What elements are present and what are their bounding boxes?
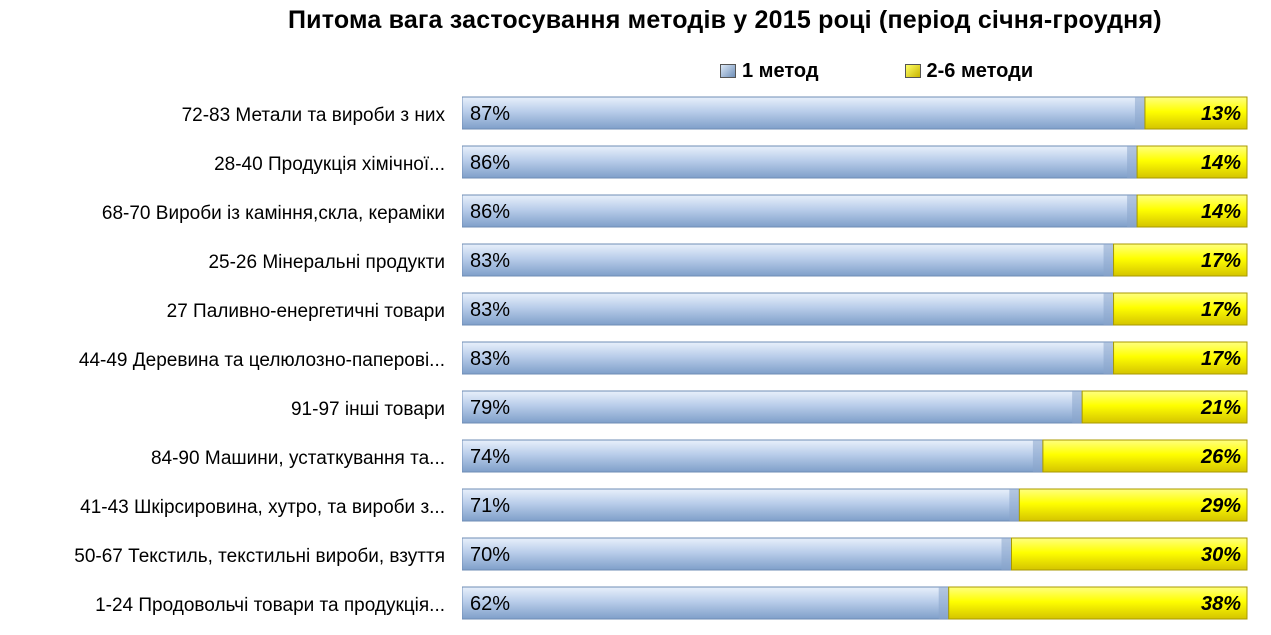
data-label-2-6-methods: 17% <box>1201 348 1241 370</box>
bar-1-method <box>462 96 1146 130</box>
bar-2-6-methods <box>948 586 1248 620</box>
bar-2-6-methods <box>1113 243 1248 277</box>
bar-2-6-methods <box>1144 96 1248 130</box>
bar-1-method <box>462 537 1012 571</box>
bar-chart-svg: 87% 13% 86% 14% 86% 14% 83% 17% 83% 17% 83% 17% 79% 2… <box>462 96 1248 620</box>
bar-1-method-edge <box>1032 440 1043 472</box>
bar-2-6-methods <box>1113 292 1248 326</box>
bar-2-6-methods <box>1081 390 1248 424</box>
bar-1-method <box>462 488 1020 522</box>
data-label-2-6-methods: 30% <box>1201 544 1241 566</box>
bar-1-method-edge <box>1072 391 1083 423</box>
category-label: 28-40 Продукція хімічної... <box>214 153 445 175</box>
bar-2-6-methods <box>1113 341 1248 375</box>
category-label: 91-97 інші товари <box>290 398 445 420</box>
data-label-2-6-methods: 29% <box>1200 495 1241 517</box>
category-label: 68-70 Вироби із каміння,скла, кераміки <box>101 202 445 224</box>
bar-1-method <box>462 292 1115 326</box>
category-label: 27 Паливно-енергетичні товари <box>166 300 445 322</box>
legend-label-2-6-methods: 2-6 методи <box>926 59 1034 82</box>
category-axis-labels: 72-83 Метали та вироби з них 28-40 Продук… <box>0 91 455 635</box>
bar-1-method <box>462 243 1115 277</box>
data-label-1-method: 71% <box>470 495 510 517</box>
bar-1-method-edge <box>1009 489 1020 521</box>
bar-1-method-edge <box>1001 538 1012 570</box>
category-label: 72-83 Метали та вироби з них <box>181 104 445 126</box>
bar-1-method-edge <box>1103 293 1114 325</box>
data-label-1-method: 87% <box>470 103 510 125</box>
data-label-1-method: 83% <box>470 299 510 321</box>
legend-label-1-method: 1 метод <box>742 59 819 82</box>
bar-2-6-methods <box>1042 439 1248 473</box>
data-label-2-6-methods: 26% <box>1200 446 1241 468</box>
data-label-2-6-methods: 14% <box>1201 201 1241 223</box>
data-label-1-method: 86% <box>470 201 510 223</box>
data-label-1-method: 79% <box>470 397 510 419</box>
legend-swatch-1-method <box>720 64 736 78</box>
bar-1-method <box>462 586 950 620</box>
plot-area: 87% 13% 86% 14% 86% 14% 83% 17% 83% 17% 83% 17% 79% 2… <box>462 91 1267 635</box>
data-label-1-method: 74% <box>470 446 510 468</box>
bar-2-6-methods <box>1136 145 1248 179</box>
data-label-1-method: 70% <box>470 544 510 566</box>
data-label-2-6-methods: 17% <box>1201 250 1241 272</box>
data-label-1-method: 86% <box>470 152 510 174</box>
data-label-1-method: 62% <box>470 593 510 615</box>
bar-1-method-edge <box>1103 342 1114 374</box>
bar-1-method-edge <box>1134 97 1145 129</box>
legend-swatch-2-6-methods <box>904 64 921 78</box>
data-label-2-6-methods: 21% <box>1200 397 1241 419</box>
category-label: 44-49 Деревина та целюлозно-паперові... <box>78 349 445 371</box>
chart-title: Питома вага застосування методів у 2015 … <box>288 6 1162 34</box>
bar-1-method-edge <box>1103 244 1114 276</box>
category-label: 41-43 Шкірсировина, хутро, та вироби з..… <box>80 496 445 518</box>
bar-1-method <box>462 390 1083 424</box>
legend-item-2-6-methods: 2-6 методи <box>904 59 1034 83</box>
category-label: 50-67 Текстиль, текстильні вироби, взутт… <box>74 545 445 567</box>
bar-2-6-methods <box>1011 537 1248 571</box>
data-label-2-6-methods: 13% <box>1201 103 1241 125</box>
category-label: 1-24 Продовольчі товари та продукція... <box>95 594 445 616</box>
bar-1-method <box>462 439 1044 473</box>
bar-1-method-edge <box>1127 146 1138 178</box>
bar-1-method-edge <box>938 587 949 619</box>
category-label: 84-90 Машини, устаткування та... <box>150 447 445 469</box>
data-label-2-6-methods: 38% <box>1201 593 1241 615</box>
bar-2-6-methods <box>1018 488 1248 522</box>
category-label: 25-26 Мінеральні продукти <box>208 251 445 273</box>
data-label-1-method: 83% <box>470 348 510 370</box>
legend-item-1-method: 1 метод <box>720 60 819 83</box>
data-label-2-6-methods: 17% <box>1201 299 1241 321</box>
bar-1-method-edge <box>1127 195 1138 227</box>
bar-1-method <box>462 194 1138 228</box>
bar-1-method <box>462 145 1138 179</box>
bar-2-6-methods <box>1136 194 1248 228</box>
chart-legend: 1 метод 2-6 методи <box>720 58 1119 84</box>
data-label-1-method: 83% <box>470 250 510 272</box>
data-label-2-6-methods: 14% <box>1201 152 1241 174</box>
bar-1-method <box>462 341 1115 375</box>
